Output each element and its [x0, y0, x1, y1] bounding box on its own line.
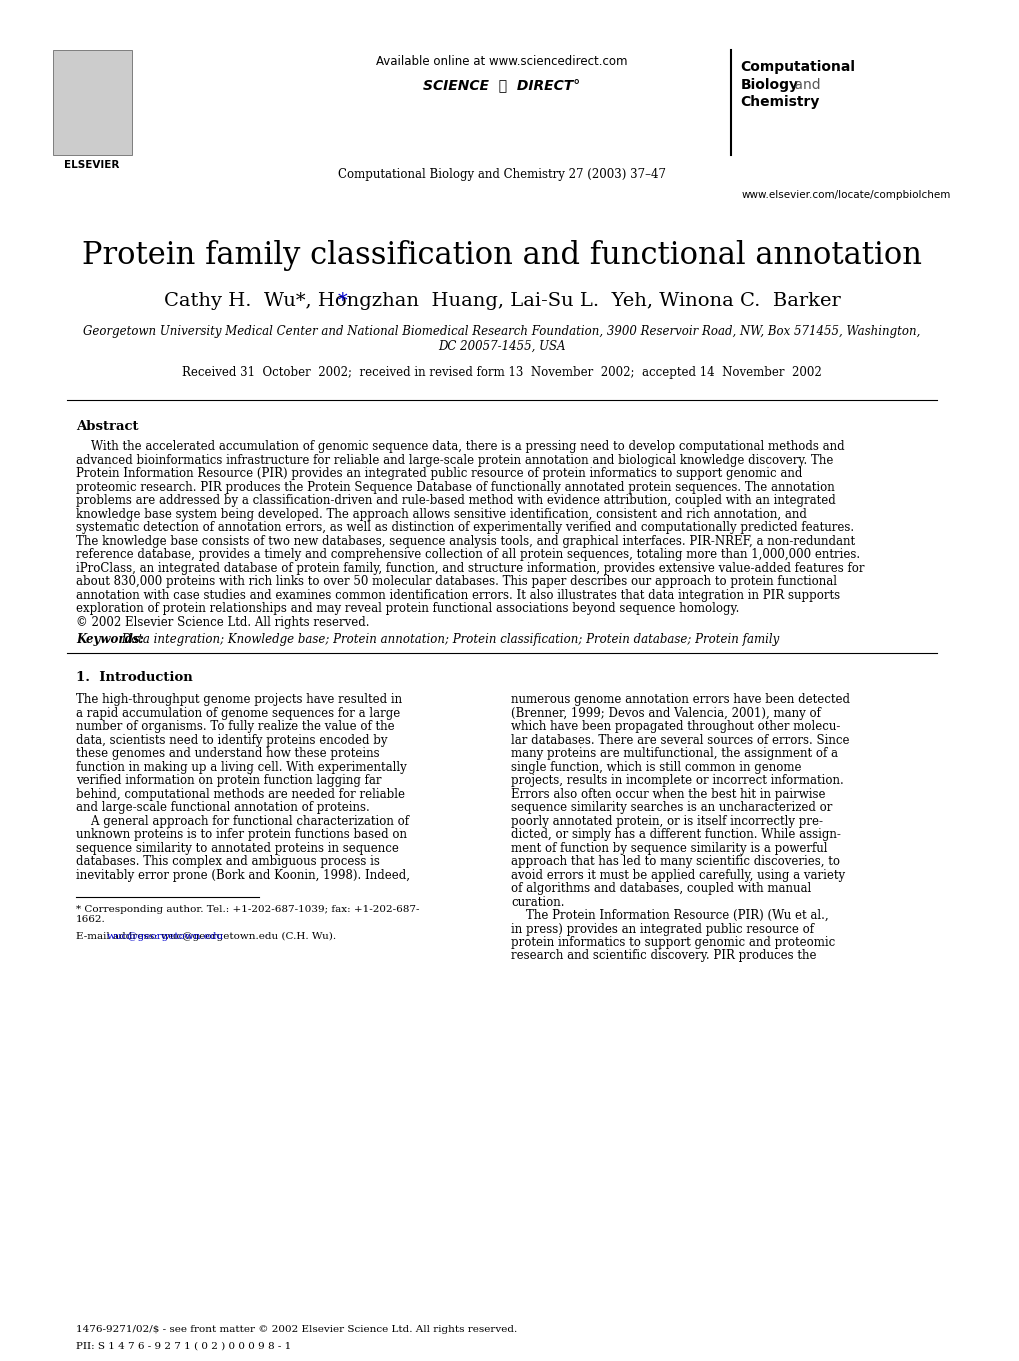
- Text: Keywords:: Keywords:: [76, 633, 144, 646]
- Text: databases. This complex and ambiguous process is: databases. This complex and ambiguous pr…: [76, 855, 380, 868]
- Text: about 830,000 proteins with rich links to over 50 molecular databases. This pape: about 830,000 proteins with rich links t…: [76, 574, 837, 588]
- Text: unknown proteins is to infer protein functions based on: unknown proteins is to infer protein fun…: [76, 827, 407, 841]
- Text: and large-scale functional annotation of proteins.: and large-scale functional annotation of…: [76, 802, 370, 814]
- Text: wuc@georgetown.edu: wuc@georgetown.edu: [107, 932, 224, 940]
- Text: *: *: [337, 293, 346, 310]
- Text: Georgetown University Medical Center and National Biomedical Research Foundation: Georgetown University Medical Center and…: [84, 325, 920, 338]
- Text: projects, results in incomplete or incorrect information.: projects, results in incomplete or incor…: [511, 774, 844, 787]
- Text: E-mail address: wuc@georgetown.edu (C.H. Wu).: E-mail address: wuc@georgetown.edu (C.H.…: [76, 932, 336, 940]
- Text: protein informatics to support genomic and proteomic: protein informatics to support genomic a…: [511, 936, 835, 949]
- Text: Data integration; Knowledge base; Protein annotation; Protein classification; Pr: Data integration; Knowledge base; Protei…: [118, 633, 779, 646]
- FancyBboxPatch shape: [53, 50, 132, 155]
- Text: DC 20057-1455, USA: DC 20057-1455, USA: [438, 340, 566, 352]
- Text: which have been propagated throughout other molecu-: which have been propagated throughout ot…: [511, 720, 840, 734]
- Text: Received 31  October  2002;  received in revised form 13  November  2002;  accep: Received 31 October 2002; received in re…: [182, 366, 821, 378]
- Text: research and scientific discovery. PIR produces the: research and scientific discovery. PIR p…: [511, 950, 816, 962]
- Text: SCIENCE  ⓐ  DIRECT°: SCIENCE ⓐ DIRECT°: [423, 78, 580, 93]
- Text: and: and: [790, 78, 820, 93]
- Text: The Protein Information Resource (PIR) (Wu et al.,: The Protein Information Resource (PIR) (…: [511, 909, 828, 921]
- Text: problems are addressed by a classification-driven and rule-based method with evi: problems are addressed by a classificati…: [76, 494, 836, 508]
- Text: Biology: Biology: [740, 78, 798, 93]
- Text: these genomes and understand how these proteins: these genomes and understand how these p…: [76, 747, 379, 759]
- Text: numerous genome annotation errors have been detected: numerous genome annotation errors have b…: [511, 693, 850, 706]
- Text: * Corresponding author. Tel.: +1-202-687-1039; fax: +1-202-687-
1662.: * Corresponding author. Tel.: +1-202-687…: [76, 905, 419, 924]
- Text: Chemistry: Chemistry: [740, 95, 819, 109]
- Text: poorly annotated protein, or is itself incorrectly pre-: poorly annotated protein, or is itself i…: [511, 814, 822, 827]
- Text: of algorithms and databases, coupled with manual: of algorithms and databases, coupled wit…: [511, 882, 811, 896]
- Text: Available online at www.sciencedirect.com: Available online at www.sciencedirect.co…: [376, 54, 628, 68]
- Text: The high-throughput genome projects have resulted in: The high-throughput genome projects have…: [76, 693, 401, 706]
- Text: ment of function by sequence similarity is a powerful: ment of function by sequence similarity …: [511, 841, 827, 855]
- Text: © 2002 Elsevier Science Ltd. All rights reserved.: © 2002 Elsevier Science Ltd. All rights …: [76, 615, 369, 629]
- Text: The knowledge base consists of two new databases, sequence analysis tools, and g: The knowledge base consists of two new d…: [76, 535, 855, 547]
- Text: data, scientists need to identify proteins encoded by: data, scientists need to identify protei…: [76, 734, 387, 746]
- Text: exploration of protein relationships and may reveal protein functional associati: exploration of protein relationships and…: [76, 602, 739, 615]
- Text: knowledge base system being developed. The approach allows sensitive identificat: knowledge base system being developed. T…: [76, 508, 806, 520]
- Text: avoid errors it must be applied carefully, using a variety: avoid errors it must be applied carefull…: [511, 868, 845, 882]
- Text: many proteins are multifunctional, the assignment of a: many proteins are multifunctional, the a…: [511, 747, 838, 759]
- Text: a rapid accumulation of genome sequences for a large: a rapid accumulation of genome sequences…: [76, 706, 400, 720]
- Text: single function, which is still common in genome: single function, which is still common i…: [511, 761, 801, 773]
- Text: proteomic research. PIR produces the Protein Sequence Database of functionally a: proteomic research. PIR produces the Pro…: [76, 480, 835, 494]
- Text: Errors also often occur when the best hit in pairwise: Errors also often occur when the best hi…: [511, 788, 825, 800]
- Text: 1476-9271/02/$ - see front matter © 2002 Elsevier Science Ltd. All rights reserv: 1476-9271/02/$ - see front matter © 2002…: [76, 1326, 517, 1334]
- Text: Abstract: Abstract: [76, 421, 139, 433]
- Text: PII: S 1 4 7 6 - 9 2 7 1 ( 0 2 ) 0 0 0 9 8 - 1: PII: S 1 4 7 6 - 9 2 7 1 ( 0 2 ) 0 0 0 9…: [76, 1342, 291, 1351]
- Text: verified information on protein function lagging far: verified information on protein function…: [76, 774, 381, 787]
- Text: Protein Information Resource (PIR) provides an integrated public resource of pro: Protein Information Resource (PIR) provi…: [76, 467, 802, 480]
- Text: in press) provides an integrated public resource of: in press) provides an integrated public …: [511, 923, 813, 935]
- Text: annotation with case studies and examines common identification errors. It also : annotation with case studies and examine…: [76, 588, 840, 602]
- Text: Cathy H.  Wu*, Hongzhan  Huang, Lai-Su L.  Yeh, Winona C.  Barker: Cathy H. Wu*, Hongzhan Huang, Lai-Su L. …: [163, 293, 840, 310]
- Text: sequence similarity searches is an uncharacterized or: sequence similarity searches is an uncha…: [511, 802, 832, 814]
- Text: behind, computational methods are needed for reliable: behind, computational methods are needed…: [76, 788, 405, 800]
- Text: inevitably error prone (Bork and Koonin, 1998). Indeed,: inevitably error prone (Bork and Koonin,…: [76, 868, 410, 882]
- Text: Computational Biology and Chemistry 27 (2003) 37–47: Computational Biology and Chemistry 27 (…: [337, 167, 665, 181]
- Text: systematic detection of annotation errors, as well as distinction of experimenta: systematic detection of annotation error…: [76, 521, 854, 534]
- Text: dicted, or simply has a different function. While assign-: dicted, or simply has a different functi…: [511, 827, 841, 841]
- Text: sequence similarity to annotated proteins in sequence: sequence similarity to annotated protein…: [76, 841, 398, 855]
- Text: (Brenner, 1999; Devos and Valencia, 2001), many of: (Brenner, 1999; Devos and Valencia, 2001…: [511, 706, 820, 720]
- Text: A general approach for functional characterization of: A general approach for functional charac…: [76, 814, 409, 827]
- Text: iProClass, an integrated database of protein family, function, and structure inf: iProClass, an integrated database of pro…: [76, 562, 864, 574]
- Text: curation.: curation.: [511, 896, 565, 909]
- Text: www.elsevier.com/locate/compbiolchem: www.elsevier.com/locate/compbiolchem: [741, 191, 951, 200]
- Text: number of organisms. To fully realize the value of the: number of organisms. To fully realize th…: [76, 720, 394, 734]
- Text: function in making up a living cell. With experimentally: function in making up a living cell. Wit…: [76, 761, 407, 773]
- Text: With the accelerated accumulation of genomic sequence data, there is a pressing : With the accelerated accumulation of gen…: [76, 440, 844, 453]
- Text: advanced bioinformatics infrastructure for reliable and large-scale protein anno: advanced bioinformatics infrastructure f…: [76, 453, 833, 467]
- Text: reference database, provides a timely and comprehensive collection of all protei: reference database, provides a timely an…: [76, 548, 859, 561]
- Text: 1.  Introduction: 1. Introduction: [76, 671, 193, 685]
- Text: approach that has led to many scientific discoveries, to: approach that has led to many scientific…: [511, 855, 840, 868]
- Text: Computational: Computational: [740, 60, 855, 73]
- Text: Protein family classification and functional annotation: Protein family classification and functi…: [82, 240, 921, 271]
- Text: lar databases. There are several sources of errors. Since: lar databases. There are several sources…: [511, 734, 849, 746]
- Text: ELSEVIER: ELSEVIER: [64, 161, 119, 170]
